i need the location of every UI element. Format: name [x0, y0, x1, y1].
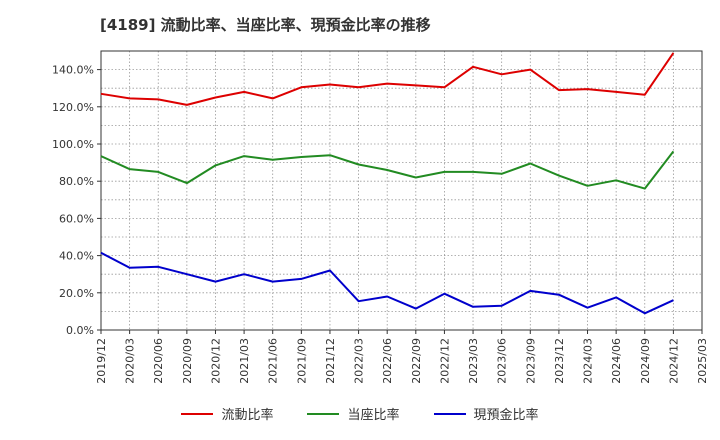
- x-tick-label: 2022/09: [410, 338, 423, 384]
- legend-swatch-quick-ratio: [307, 412, 340, 415]
- y-axis: 0.0% 20.0% 40.0% 60.0% 80.0% 100.0% 120.0% 140.…: [52, 64, 101, 337]
- x-tick-label: 2021/03: [238, 338, 251, 384]
- x-tick-label: 2021/06: [267, 338, 280, 384]
- y-tick-label: 120.0%: [52, 101, 94, 114]
- x-tick-label: 2020/12: [209, 338, 222, 384]
- plot-area: [101, 51, 702, 330]
- y-tick-label: 20.0%: [59, 287, 94, 300]
- legend: 流動比率 当座比率 現預金比率: [0, 404, 720, 423]
- x-tick-label: 2019/12: [95, 338, 108, 384]
- x-tick-label: 2024/12: [667, 338, 680, 384]
- y-tick-label: 60.0%: [59, 212, 94, 225]
- x-tick-label: 2024/09: [639, 338, 652, 384]
- legend-label-quick-ratio: 当座比率: [347, 408, 400, 423]
- legend-item-cash-ratio: 現預金比率: [433, 404, 539, 423]
- x-tick-label: 2021/12: [324, 338, 337, 384]
- y-tick-label: 100.0%: [52, 138, 94, 151]
- x-tick-label: 2023/09: [524, 338, 537, 384]
- x-tick-label: 2023/12: [553, 338, 566, 384]
- y-tick-label: 140.0%: [52, 64, 94, 77]
- x-tick-label: 2020/03: [124, 338, 137, 384]
- x-tick-label: 2022/12: [438, 338, 451, 384]
- x-tick-label: 2024/06: [610, 338, 623, 384]
- x-tick-label: 2022/06: [381, 338, 394, 384]
- legend-item-current-ratio: 流動比率: [181, 404, 273, 423]
- legend-swatch-cash-ratio: [433, 412, 466, 415]
- x-tick-label: 2024/03: [582, 338, 595, 384]
- x-axis: 2019/12 2020/03 2020/06 2020/09 2020/12 2021/…: [95, 330, 709, 384]
- legend-label-current-ratio: 流動比率: [221, 408, 274, 423]
- series-line-1: [100, 150, 675, 190]
- y-tick-label: 40.0%: [59, 250, 94, 263]
- series-line-2: [100, 251, 674, 315]
- x-tick-label: 2025/03: [696, 338, 709, 384]
- series-line-0: [100, 52, 675, 106]
- chart-title: [4189] 流動比率、当座比率、現預金比率の推移: [100, 16, 431, 34]
- legend-label-cash-ratio: 現預金比率: [473, 408, 539, 423]
- x-tick-label: 2020/06: [152, 338, 165, 384]
- legend-swatch-current-ratio: [181, 412, 214, 415]
- x-tick-label: 2021/09: [295, 338, 308, 384]
- x-tick-label: 2023/06: [496, 338, 509, 384]
- x-tick-label: 2023/03: [467, 338, 480, 384]
- plot-border: [100, 50, 703, 331]
- y-tick-label: 0.0%: [66, 324, 94, 337]
- x-tick-label: 2022/03: [353, 338, 366, 384]
- legend-item-quick-ratio: 当座比率: [307, 404, 400, 423]
- series-lines: [100, 52, 675, 315]
- x-tick-label: 2020/09: [181, 338, 194, 384]
- y-tick-label: 80.0%: [59, 175, 94, 188]
